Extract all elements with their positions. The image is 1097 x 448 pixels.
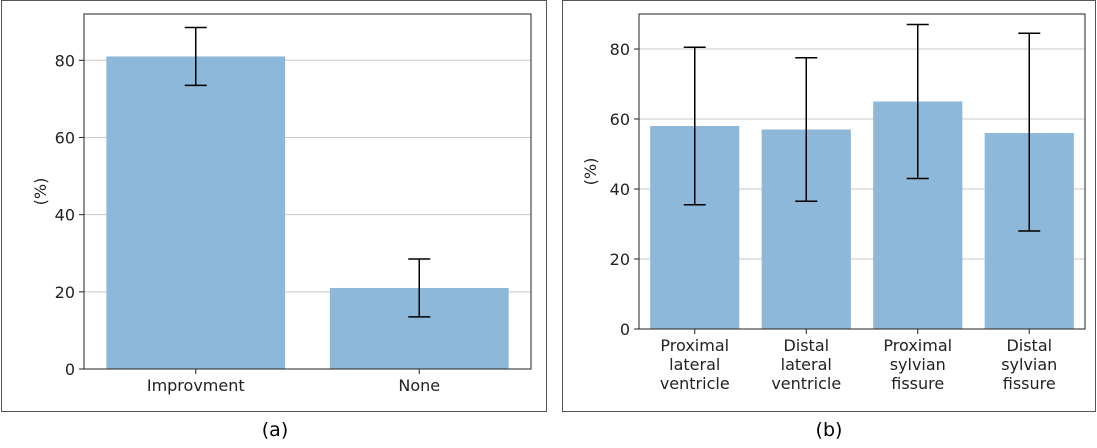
bar bbox=[106, 56, 286, 370]
y-tick-label: 0 bbox=[620, 320, 630, 339]
y-tick-label: 40 bbox=[610, 180, 630, 199]
x-tick-label: Proximal bbox=[660, 336, 729, 355]
x-tick-label: None bbox=[398, 376, 440, 395]
x-tick-label: ventricle bbox=[660, 374, 730, 393]
caption-b: (b) bbox=[815, 419, 843, 441]
caption-a: (a) bbox=[261, 419, 289, 441]
x-tick-label: Proximal bbox=[883, 336, 952, 355]
x-tick-label: Improvment bbox=[147, 376, 245, 395]
chart-panel-a: Improvment None 0 20 40 60 80 (%) bbox=[1, 0, 547, 412]
y-tick-label: 0 bbox=[65, 360, 75, 379]
y-tick-label: 80 bbox=[55, 51, 75, 70]
chart-a-svg: Improvment None 0 20 40 60 80 (%) bbox=[31, 13, 532, 395]
x-tick-label: sylvian bbox=[890, 355, 946, 374]
y-tick-label: 60 bbox=[55, 128, 75, 147]
x-tick-label: fissure bbox=[1003, 374, 1056, 393]
chart-b-svg: ProximallateralventricleDistallateralven… bbox=[581, 13, 1086, 393]
x-tick-label: fissure bbox=[891, 374, 944, 393]
y-tick-label: 80 bbox=[610, 40, 630, 59]
y-tick-label: 20 bbox=[610, 250, 630, 269]
x-tick-label: sylvian bbox=[1001, 355, 1057, 374]
x-tick-label: Distal bbox=[783, 336, 829, 355]
y-axis-label: (%) bbox=[581, 158, 600, 186]
x-tick-label: ventricle bbox=[771, 374, 841, 393]
x-tick-label: Distal bbox=[1006, 336, 1052, 355]
x-tick-label: lateral bbox=[669, 355, 720, 374]
plot-frame bbox=[638, 13, 1086, 330]
y-axis-label: (%) bbox=[31, 178, 50, 206]
x-tick-label: lateral bbox=[781, 355, 832, 374]
y-tick-label: 20 bbox=[55, 283, 75, 302]
y-tick-label: 40 bbox=[55, 206, 75, 225]
chart-panel-b: Proximal lateral ventricle Distal lateral ven… bbox=[562, 0, 1096, 412]
y-tick-label: 60 bbox=[610, 110, 630, 129]
plot-frame bbox=[83, 13, 532, 370]
